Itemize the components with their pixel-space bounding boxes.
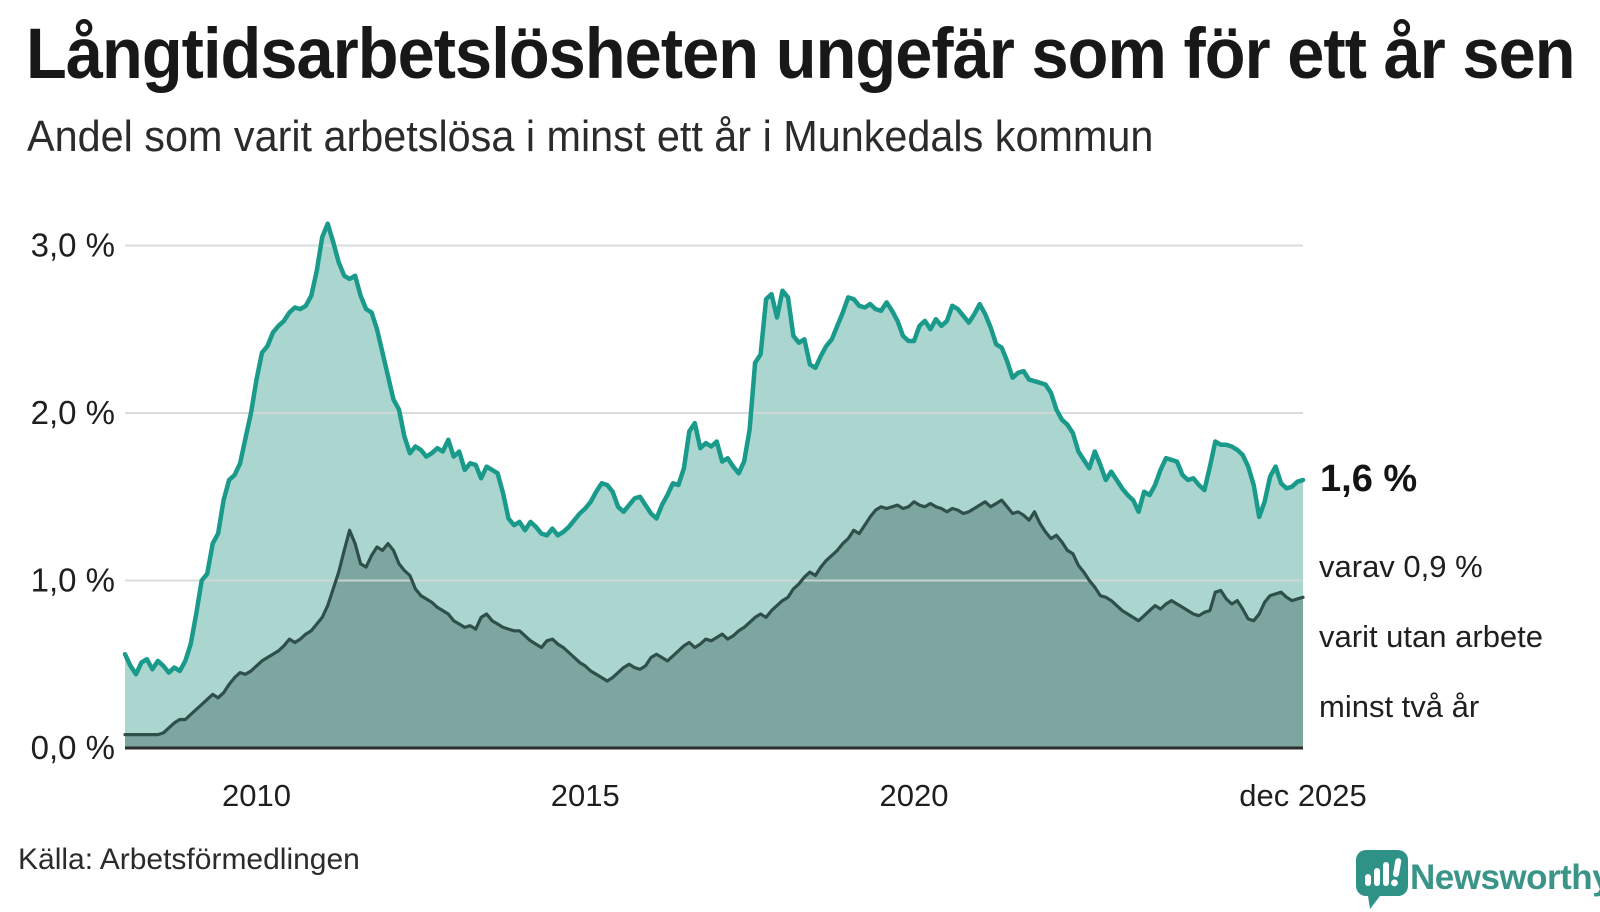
newsworthy-logo-text: Newsworthy	[1410, 858, 1600, 897]
series2-annotation-line3: minst två år	[1319, 689, 1480, 724]
y-axis-label-3: 3,0 %	[31, 227, 115, 264]
x-axis-label-dec-2025: dec 2025	[1239, 778, 1367, 813]
x-axis-label-2010: 2010	[222, 778, 291, 813]
y-axis-label-0: 0,0 %	[31, 729, 115, 766]
x-axis-label-2015: 2015	[551, 778, 620, 813]
page-title: Långtidsarbetslösheten ungefär som för e…	[26, 15, 1576, 94]
series1-end-value-label: 1,6 %	[1320, 458, 1418, 500]
series1-line	[122, 221, 1306, 677]
series2-annotation: varav 0,9 % varit utan arbete minst två …	[1319, 549, 1543, 724]
y-axis-label-1: 1,0 %	[31, 562, 115, 599]
series2-line	[123, 498, 1305, 737]
y-axis-label-2: 2,0 %	[31, 394, 115, 431]
x-axis-label-2020: 2020	[880, 778, 949, 813]
series2-annotation-line2: varit utan arbete	[1319, 619, 1544, 654]
series2-annotation-line1: varav 0,9 %	[1319, 549, 1483, 584]
series2-area	[125, 500, 1303, 748]
source-note: Källa: Arbetsförmedlingen	[18, 843, 360, 876]
page-subtitle: Andel som varit arbetslösa i minst ett å…	[27, 112, 1154, 161]
newsworthy-logo-icon	[1356, 850, 1408, 909]
